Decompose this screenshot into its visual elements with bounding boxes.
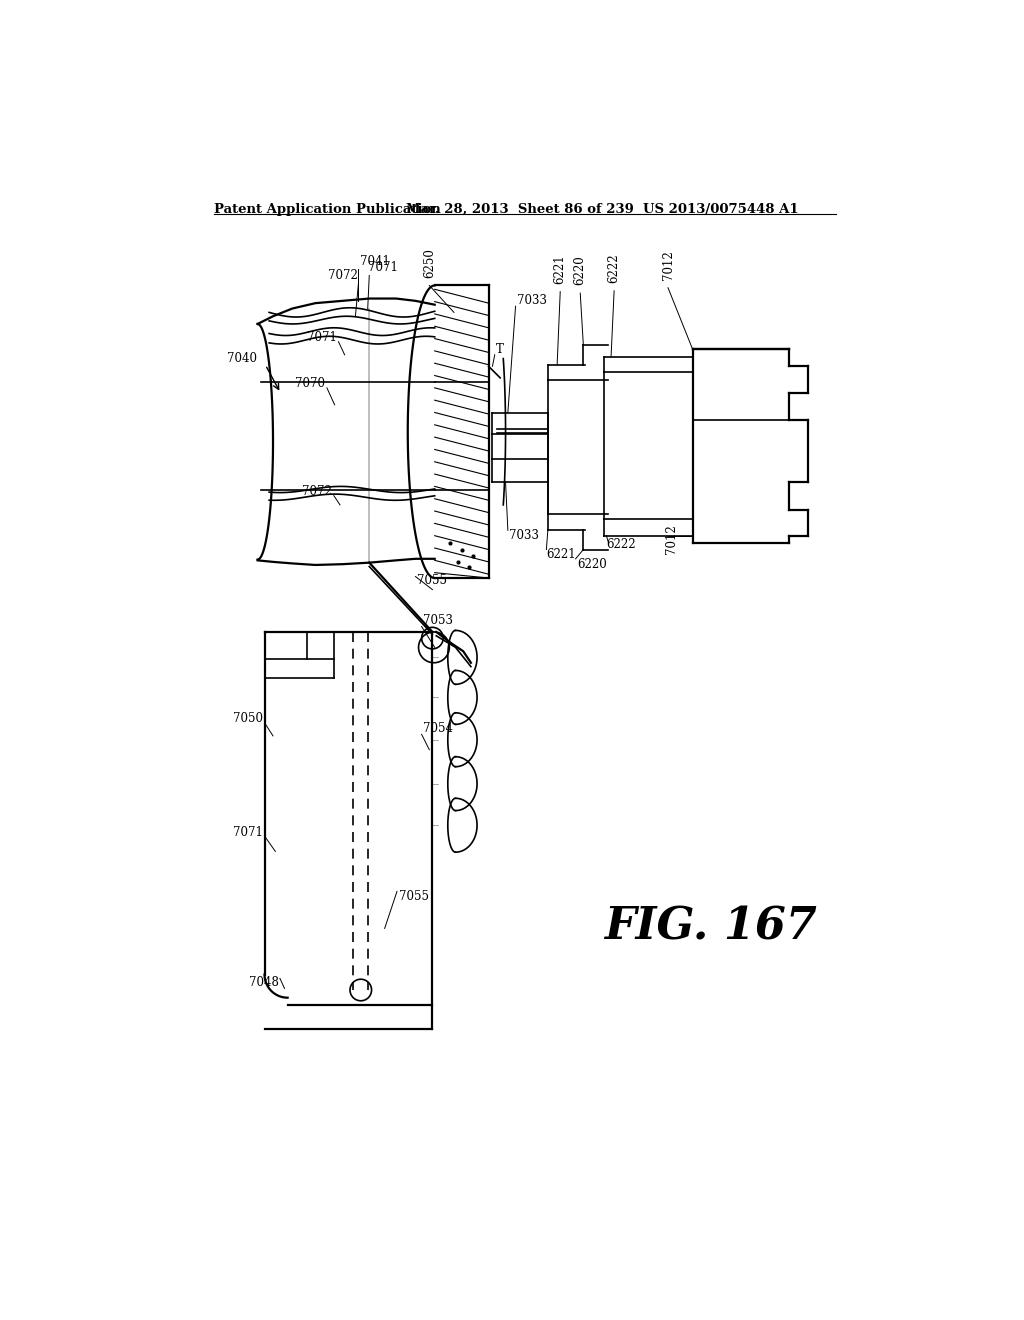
Text: 7053: 7053 (423, 614, 454, 627)
Text: 7055: 7055 (398, 890, 428, 903)
Text: 7071: 7071 (233, 825, 263, 838)
Text: 7041: 7041 (360, 255, 390, 268)
Text: 7033: 7033 (517, 294, 547, 308)
Text: 7012: 7012 (665, 524, 678, 554)
Text: 7012: 7012 (662, 251, 675, 280)
Text: FIG. 167: FIG. 167 (604, 906, 817, 948)
Text: 6250: 6250 (423, 248, 436, 277)
Text: 7048: 7048 (249, 975, 279, 989)
Text: 6220: 6220 (573, 256, 587, 285)
Text: 7070: 7070 (295, 376, 325, 389)
Text: 7055: 7055 (417, 574, 447, 587)
Text: 6222: 6222 (607, 253, 621, 284)
Text: 7072: 7072 (302, 484, 333, 498)
Text: T: T (497, 343, 504, 356)
Text: 6221: 6221 (554, 255, 566, 284)
Text: 7033: 7033 (509, 529, 540, 543)
Text: 7071: 7071 (307, 330, 337, 343)
Text: 7072: 7072 (328, 269, 357, 282)
Text: 7054: 7054 (423, 722, 454, 735)
Text: 6222: 6222 (606, 539, 636, 552)
Text: 7050: 7050 (233, 713, 263, 726)
Text: 7040: 7040 (227, 352, 257, 366)
Text: 6221: 6221 (547, 548, 575, 561)
Text: Patent Application Publication: Patent Application Publication (214, 203, 440, 216)
Text: 6220: 6220 (578, 558, 607, 572)
Text: US 2013/0075448 A1: US 2013/0075448 A1 (643, 203, 799, 216)
Text: 7071: 7071 (369, 261, 398, 275)
Text: Mar. 28, 2013  Sheet 86 of 239: Mar. 28, 2013 Sheet 86 of 239 (407, 203, 634, 216)
